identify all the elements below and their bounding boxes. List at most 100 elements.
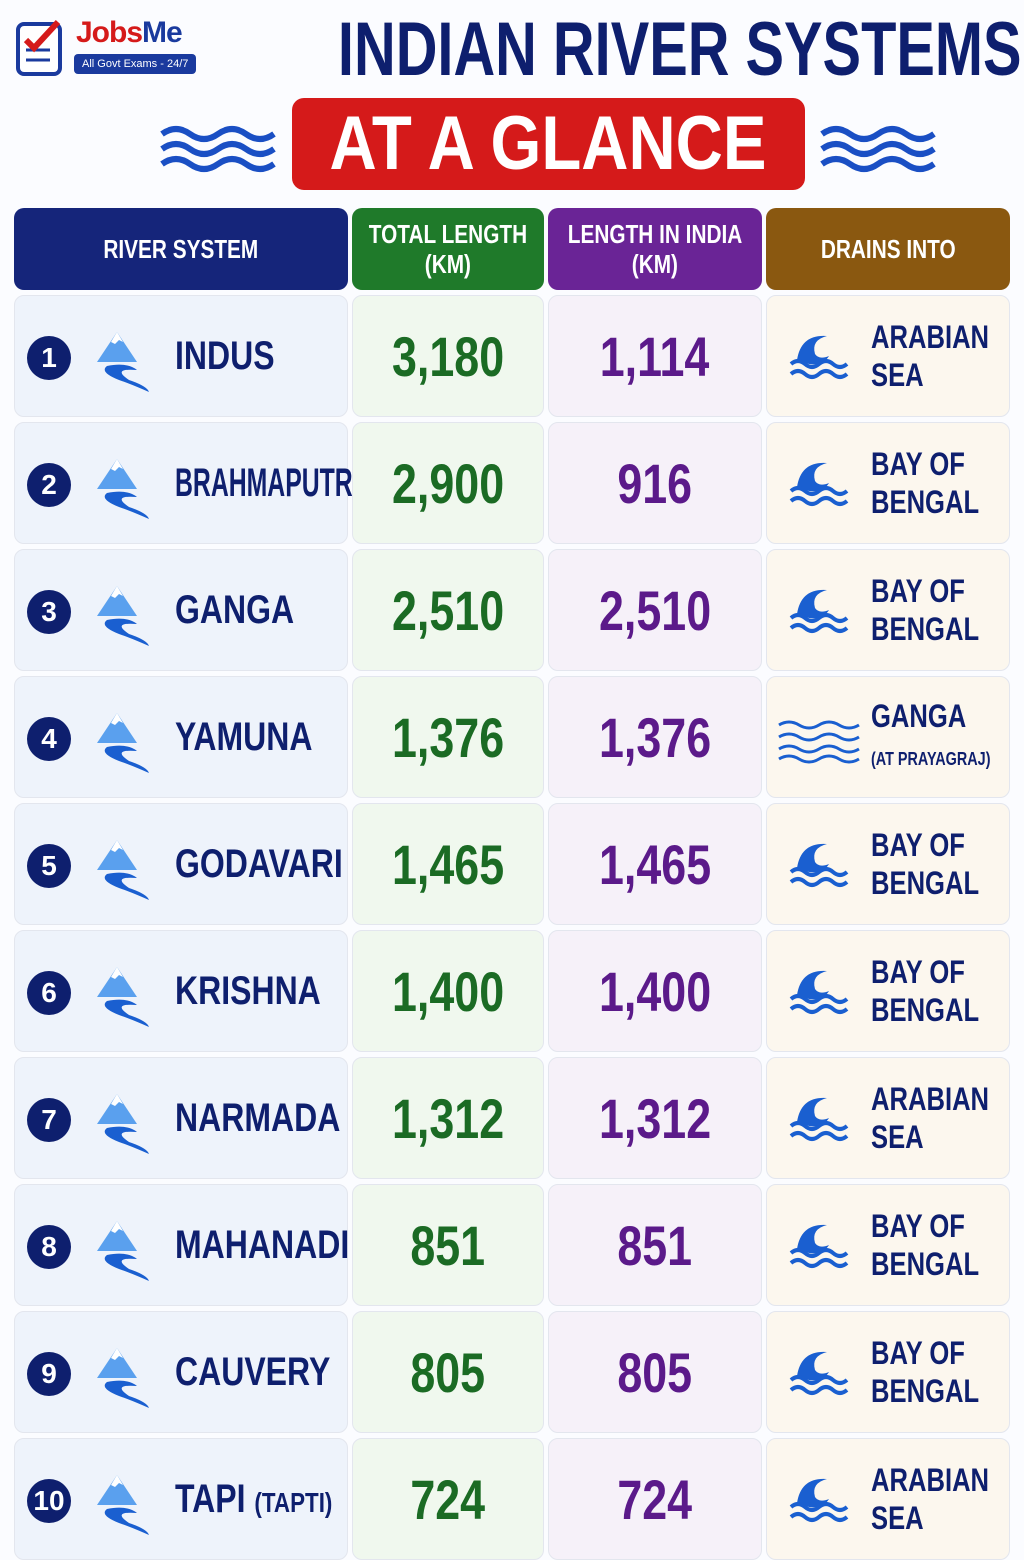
- india-length: 1,114: [600, 324, 710, 388]
- drains-text: ARABIAN: [871, 1081, 990, 1117]
- river-cell: 7 NARMADA: [14, 1057, 348, 1179]
- total-cell: 2,900: [352, 422, 544, 544]
- drains-text: ARABIAN: [871, 319, 990, 355]
- total-cell: 851: [352, 1184, 544, 1306]
- river-name-text: YAMUNA: [175, 714, 313, 759]
- total-length: 2,900: [391, 451, 505, 515]
- total-cell: 2,510: [352, 549, 544, 671]
- sea-icon: [789, 462, 849, 506]
- river-name: INDUS: [175, 334, 275, 379]
- header-text: (KM): [631, 249, 679, 279]
- river-icon: [97, 459, 149, 519]
- header-cell: DRAINS INTO: [766, 208, 1010, 290]
- river-name-text: TAPI: [175, 1476, 246, 1521]
- drains-line: BAY OF: [871, 572, 1006, 610]
- drains-text: BAY OF: [871, 446, 965, 482]
- drains-text: BAY OF: [871, 1208, 965, 1244]
- tagline: All Govt Exams - 24/7: [74, 54, 197, 74]
- row-number: 2: [27, 463, 71, 507]
- sea-icon: [789, 970, 849, 1014]
- river-name-text: GANGA: [175, 587, 295, 632]
- header-cell: LENGTH IN INDIA (KM): [548, 208, 762, 290]
- total-length: 805: [410, 1340, 486, 1404]
- drains-line: BENGAL: [871, 1245, 1006, 1283]
- brand-second: Me: [142, 16, 183, 49]
- drains-text: BENGAL: [871, 992, 980, 1028]
- total-length: 1,376: [391, 705, 505, 769]
- drains-cell: BAY OF BENGAL: [766, 549, 1010, 671]
- river-icon: [97, 1094, 149, 1154]
- drains-cell: GANGA (AT PRAYAGRAJ): [766, 676, 1010, 798]
- india-length: 1,376: [598, 705, 712, 769]
- title-line2: AT A GLANCE: [330, 101, 767, 186]
- drains-line: ARABIAN: [871, 318, 1019, 356]
- river-name: GANGA: [175, 588, 294, 633]
- drains-text: BENGAL: [871, 865, 980, 901]
- drains-line: BAY OF: [871, 1207, 1006, 1245]
- drains-text: (AT PRAYAGRAJ): [871, 748, 991, 769]
- river-cell: 8 MAHANADI: [14, 1184, 349, 1306]
- total-length: 724: [410, 1467, 486, 1531]
- subtitle-box: AT A GLANCE: [292, 98, 805, 190]
- drains-line: SEA: [871, 1499, 1019, 1537]
- sea-icon: [789, 843, 849, 887]
- brand-first: Jobs: [76, 16, 143, 49]
- drains-into: BAY OF BENGAL: [871, 826, 1006, 902]
- river-name-text: KRISHNA: [175, 968, 321, 1013]
- row-number: 3: [27, 590, 71, 634]
- drains-line: BENGAL: [871, 483, 1006, 521]
- drains-text: SEA: [871, 357, 924, 393]
- drains-into: ARABIAN SEA: [871, 318, 1019, 394]
- india-length: 851: [617, 1213, 693, 1277]
- wave-right: [820, 126, 936, 172]
- drains-text: SEA: [871, 1119, 924, 1155]
- drains-cell: BAY OF BENGAL: [766, 422, 1010, 544]
- drains-into: BAY OF BENGAL: [871, 572, 1006, 648]
- drains-text: GANGA: [871, 697, 967, 734]
- india-length: 805: [617, 1340, 693, 1404]
- river-name-text: GODAVARI: [175, 841, 343, 886]
- india-cell: 1,114: [548, 295, 762, 417]
- sea-icon: [789, 1224, 849, 1268]
- row-number: 8: [27, 1225, 71, 1269]
- drains-line: BAY OF: [871, 445, 1006, 483]
- sea-icon: [789, 1097, 849, 1141]
- row-number: 5: [27, 844, 71, 888]
- india-cell: 724: [548, 1438, 762, 1560]
- india-cell: 805: [548, 1311, 762, 1433]
- river-cell: 4 YAMUNA: [14, 676, 348, 798]
- india-cell: 916: [548, 422, 762, 544]
- row-number: 4: [27, 717, 71, 761]
- river-name-text: BRAHMAPUTRA: [175, 460, 371, 505]
- drains-cell: ARABIAN SEA: [766, 1057, 1010, 1179]
- logo: JobsMe All Govt Exams - 24/7: [14, 16, 214, 80]
- drains-cell: BAY OF BENGAL: [766, 1184, 1010, 1306]
- drains-cell: BAY OF BENGAL: [766, 930, 1010, 1052]
- river-cell: 1 INDUS: [14, 295, 348, 417]
- river-cell: 9 CAUVERY: [14, 1311, 348, 1433]
- drains-line: BENGAL: [871, 610, 1006, 648]
- drains-text: BENGAL: [871, 1373, 980, 1409]
- india-cell: 1,465: [548, 803, 762, 925]
- title: INDIAN RIVER SYSTEMS: [230, 8, 1022, 92]
- drains-line: SEA: [871, 356, 1019, 394]
- header-cell: TOTAL LENGTH (KM): [352, 208, 544, 290]
- drains-cell: ARABIAN SEA: [766, 1438, 1010, 1560]
- sea-icon: [789, 335, 849, 379]
- india-cell: 2,510: [548, 549, 762, 671]
- total-length: 851: [410, 1213, 486, 1277]
- drains-cell: BAY OF BENGAL: [766, 1311, 1010, 1433]
- header-cell: RIVER SYSTEM: [14, 208, 348, 290]
- drains-text: SEA: [871, 1500, 924, 1536]
- river-note: (TAPTI): [254, 1486, 333, 1518]
- total-cell: 1,400: [352, 930, 544, 1052]
- river-cell: 6 KRISHNA: [14, 930, 348, 1052]
- india-length: 2,510: [598, 578, 712, 642]
- river-name-text: NARMADA: [175, 1095, 341, 1140]
- river-name: TAPI (TAPTI): [175, 1477, 332, 1522]
- river-name: NARMADA: [175, 1096, 340, 1141]
- river-cell: 10 TAPI (TAPTI): [14, 1438, 348, 1560]
- total-cell: 1,465: [352, 803, 544, 925]
- drains-into: ARABIAN SEA: [871, 1080, 1019, 1156]
